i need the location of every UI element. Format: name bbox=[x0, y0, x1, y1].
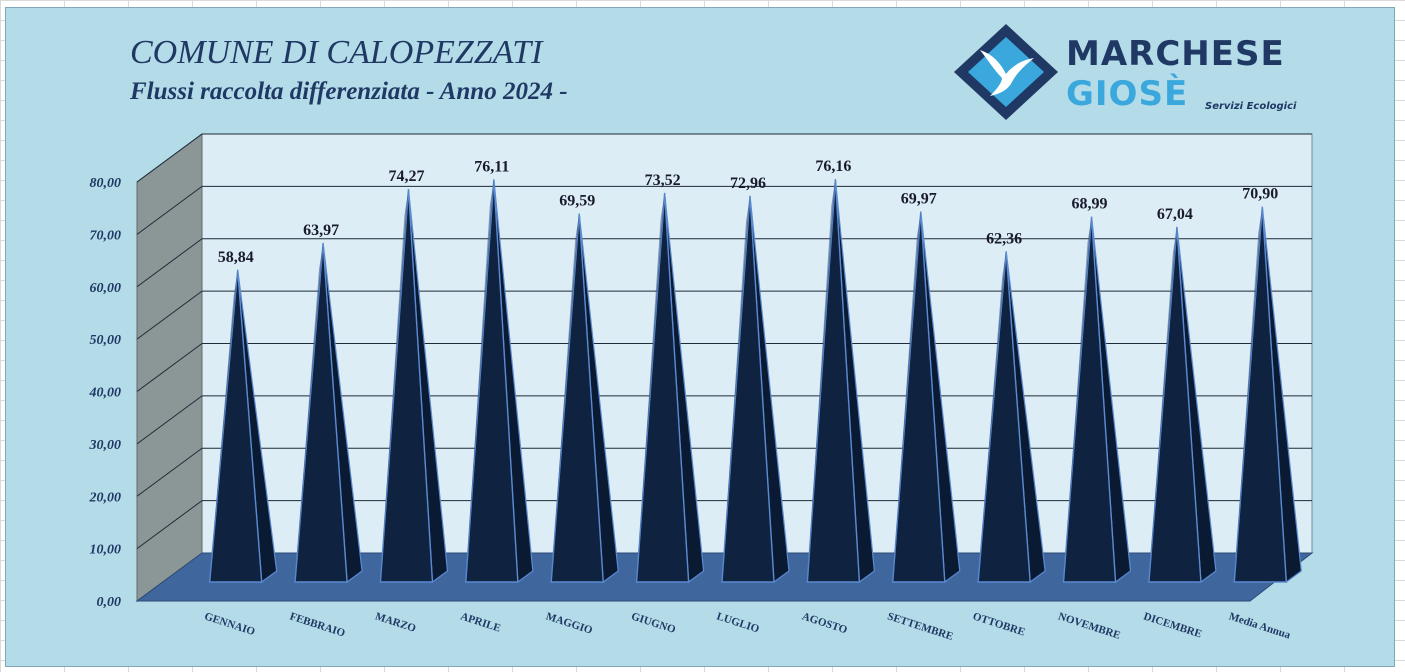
x-tick-label: NOVEMBRE bbox=[1057, 610, 1122, 641]
logo-tagline: Servizi Ecologici bbox=[1205, 101, 1297, 112]
gridline-side bbox=[136, 290, 203, 340]
data-label: 76,16 bbox=[815, 158, 851, 175]
pyramid-highlight bbox=[1148, 226, 1177, 583]
pyramid-bar bbox=[635, 192, 705, 584]
data-label: 69,97 bbox=[901, 191, 937, 208]
x-tick-label: SETTEMBRE bbox=[886, 610, 955, 643]
y-tick-label: 80,00 bbox=[90, 176, 122, 191]
pyramid-highlight bbox=[636, 192, 665, 582]
x-tick-label: GENNAIO bbox=[203, 610, 257, 638]
pyramid-highlight bbox=[551, 213, 580, 582]
logo-text-marchese: MARCHESE bbox=[1066, 34, 1285, 74]
y-tick-label: 50,00 bbox=[90, 333, 122, 348]
pyramid-bar bbox=[1062, 216, 1132, 584]
data-label: 67,04 bbox=[1157, 206, 1193, 223]
gridline-side bbox=[136, 185, 203, 235]
x-tick-label: FEBBRAIO bbox=[288, 610, 347, 639]
pyramid-bar bbox=[721, 195, 790, 584]
data-label: 62,36 bbox=[986, 230, 1022, 247]
y-tick-label: 20,00 bbox=[89, 490, 122, 505]
y-tick-label: 0,00 bbox=[97, 595, 122, 610]
pyramid-bar bbox=[892, 211, 961, 584]
pyramid-bar bbox=[465, 179, 534, 584]
gridline-side bbox=[136, 500, 203, 550]
pyramid-highlight bbox=[807, 179, 836, 582]
data-label: 58,84 bbox=[218, 249, 254, 266]
gridline-side bbox=[136, 395, 203, 445]
data-label: 76,11 bbox=[474, 158, 509, 175]
y-tick-label: 10,00 bbox=[90, 543, 122, 558]
data-label: 69,59 bbox=[559, 193, 595, 210]
pyramid-bar bbox=[294, 242, 363, 584]
pyramid-highlight bbox=[892, 211, 921, 583]
x-tick-label: MAGGIO bbox=[544, 610, 594, 636]
pyramid-bar bbox=[1233, 206, 1302, 584]
gridline-side bbox=[136, 447, 203, 497]
pyramid-bar bbox=[806, 179, 876, 584]
x-tick-label: GIUGNO bbox=[630, 610, 678, 636]
x-tick-label: APRILE bbox=[459, 610, 502, 634]
x-tick-label: MARZO bbox=[374, 610, 418, 635]
pyramid-highlight bbox=[978, 251, 1007, 582]
bird-icon bbox=[954, 24, 1058, 120]
x-tick-label: Media Annua bbox=[1227, 610, 1292, 641]
data-label: 73,52 bbox=[645, 172, 681, 189]
pyramid-highlight bbox=[380, 189, 409, 583]
data-label: 63,97 bbox=[303, 222, 339, 239]
gridline-side bbox=[136, 343, 203, 392]
y-tick-label: 70,00 bbox=[90, 228, 122, 243]
pyramid-highlight bbox=[722, 195, 750, 582]
chart-title: COMUNE DI CALOPEZZATI bbox=[130, 34, 543, 71]
x-tick-label: AGOSTO bbox=[800, 610, 849, 636]
x-tick-label: LUGLIO bbox=[715, 610, 761, 635]
data-label: 70,90 bbox=[1242, 186, 1278, 203]
company-logo bbox=[954, 24, 1058, 120]
x-tick-label: DICEMBRE bbox=[1142, 610, 1203, 640]
pyramid-highlight bbox=[209, 269, 238, 582]
data-label: 68,99 bbox=[1072, 196, 1108, 213]
y-tick-label: 60,00 bbox=[90, 281, 122, 296]
pyramid-front-face bbox=[294, 242, 348, 583]
pyramid-highlight bbox=[465, 179, 494, 582]
y-tick-label: 40,00 bbox=[89, 386, 122, 401]
chart-subtitle: Flussi raccolta differenziata - Anno 202… bbox=[130, 78, 568, 105]
gridline-side bbox=[136, 238, 203, 288]
data-label: 72,96 bbox=[730, 175, 766, 192]
pyramid-highlight bbox=[295, 242, 324, 582]
pyramid-bar bbox=[379, 188, 449, 584]
pyramid-bar bbox=[550, 213, 619, 584]
pyramid-bar bbox=[1148, 226, 1217, 584]
pyramid-bar bbox=[208, 269, 278, 584]
logo-text-giose: GIOSÈ bbox=[1066, 74, 1189, 114]
x-tick-label: OTTOBRE bbox=[971, 610, 1026, 638]
pyramid-highlight bbox=[1063, 216, 1092, 583]
pyramid-bar bbox=[977, 251, 1046, 584]
data-label: 74,27 bbox=[388, 168, 424, 185]
y-tick-label: 30,00 bbox=[89, 438, 122, 453]
pyramid-highlight bbox=[1234, 206, 1263, 582]
gridline-side bbox=[136, 133, 203, 183]
